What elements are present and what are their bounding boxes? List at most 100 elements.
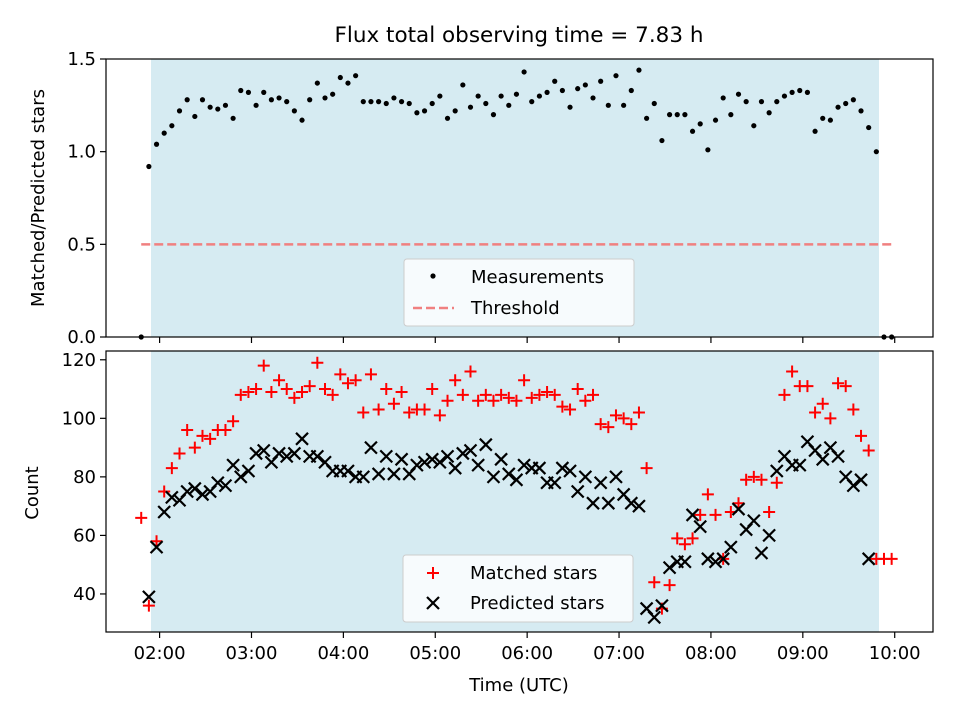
- matched-stars-point: [548, 388, 561, 401]
- measurement-point: [659, 137, 665, 144]
- matched-stars-point: [495, 388, 508, 401]
- matched-stars-point: [280, 383, 293, 396]
- measurement-point: [460, 82, 466, 88]
- matched-stars-point: [150, 535, 163, 548]
- measurement-point: [812, 128, 818, 134]
- measurement-point: [682, 112, 688, 118]
- matched-stars-point: [380, 383, 393, 396]
- matched-stars-point: [158, 485, 171, 498]
- bottom-plot-frame: [105, 350, 934, 633]
- measurement-point: [712, 117, 719, 123]
- matched-stars-point: [594, 418, 607, 431]
- matched-stars-point: [847, 403, 860, 416]
- predicted-stars-point: [624, 496, 639, 510]
- matched-stars-legend-marker: [427, 567, 439, 579]
- measurement-point: [192, 113, 198, 120]
- y-tick-label: 0.0: [67, 327, 96, 348]
- measurement-point: [674, 112, 680, 118]
- predicted-stars-point: [180, 484, 194, 499]
- predicted-stars-point: [417, 455, 432, 470]
- matched-stars-point: [678, 538, 691, 551]
- matched-stars-point: [541, 385, 554, 398]
- predicted-stars-point: [747, 513, 761, 528]
- measurement-point: [368, 99, 374, 105]
- measurement-point: [452, 108, 458, 114]
- measurement-point: [475, 93, 481, 99]
- matched-stars-point: [372, 403, 385, 416]
- predicted-stars-point: [563, 464, 577, 478]
- predicted-stars-point: [854, 473, 868, 487]
- predicted-stars-point: [831, 449, 845, 464]
- top-plot-frame: [105, 58, 934, 338]
- predicted-stars-legend-marker: [426, 596, 440, 610]
- y-tick-label: 60: [73, 525, 96, 546]
- measurement-point: [284, 99, 290, 105]
- matched-stars-point: [173, 447, 186, 460]
- measurement-point: [291, 108, 297, 114]
- matched-stars-point: [855, 429, 868, 442]
- measurement-point: [575, 86, 581, 92]
- measurement-point: [582, 82, 588, 88]
- matched-stars-point: [763, 505, 776, 518]
- measurement-point: [536, 93, 543, 99]
- measurement-point: [758, 99, 765, 105]
- measurement-point: [689, 128, 696, 134]
- predicted-stars-point: [165, 490, 179, 505]
- matched-stars-point: [341, 377, 354, 390]
- matched-stars-point: [617, 412, 630, 425]
- y-tick-label: 40: [73, 584, 96, 605]
- predicted-stars-point: [502, 467, 516, 481]
- matched-stars-point: [196, 429, 209, 442]
- top-x-ticks: [159, 337, 896, 343]
- chart-title: Flux total observing time = 7.83 h: [335, 23, 704, 48]
- matched-stars-point: [564, 403, 577, 416]
- matched-stars-point: [663, 579, 676, 592]
- measurement-point: [827, 117, 833, 123]
- matched-stars-point: [747, 470, 760, 483]
- matched-stars-point: [518, 374, 531, 387]
- measurement-point: [261, 89, 267, 95]
- matched-stars-point: [525, 391, 538, 404]
- measurement-point: [330, 91, 336, 97]
- measurement-point: [337, 74, 343, 81]
- measurement-point: [376, 99, 382, 105]
- matched-stars-point: [632, 406, 645, 419]
- predicted-stars-point: [157, 505, 171, 519]
- matched-stars-point: [395, 385, 408, 398]
- measurement-point: [238, 87, 244, 94]
- matched-stars-point: [732, 497, 745, 510]
- predicted-stars-point: [701, 552, 715, 566]
- predicted-stars-point: [394, 452, 409, 467]
- measurement-point: [598, 78, 604, 84]
- predicted-stars-point: [310, 449, 325, 464]
- x-tick-label: 08:00: [685, 643, 737, 664]
- matched-stars-point: [816, 397, 829, 410]
- measurement-point: [353, 73, 359, 79]
- predicted-stars-point: [425, 452, 439, 467]
- measurement-point: [184, 97, 190, 103]
- matched-stars-point: [625, 418, 638, 431]
- predicted-stars-point: [601, 496, 616, 510]
- predicted-stars-point: [463, 443, 478, 458]
- top-legend: Measurements Threshold: [403, 258, 635, 327]
- x-tick-label: 05:00: [409, 643, 461, 664]
- predicted-stars-legend-label: Predicted stars: [470, 593, 604, 614]
- x-tick-label: 03:00: [226, 643, 278, 664]
- predicted-stars-point: [379, 449, 394, 464]
- matched-stars-point: [579, 394, 592, 407]
- measurement-point: [414, 110, 420, 116]
- predicted-stars-point: [754, 546, 769, 560]
- predicted-stars-point: [456, 446, 470, 461]
- measurement-point: [146, 163, 152, 170]
- predicted-stars-point: [188, 481, 202, 496]
- measurement-point: [820, 115, 826, 121]
- matched-stars-point: [839, 380, 852, 393]
- measurement-point: [552, 78, 558, 84]
- predicted-stars-point: [532, 461, 547, 475]
- x-tick-label: 09:00: [777, 643, 829, 664]
- matched-stars-point: [640, 462, 653, 475]
- predicted-stars-point: [479, 437, 493, 452]
- x-tick-label: 02:00: [134, 643, 186, 664]
- predicted-stars-point: [762, 528, 776, 543]
- measurement-point: [444, 115, 451, 121]
